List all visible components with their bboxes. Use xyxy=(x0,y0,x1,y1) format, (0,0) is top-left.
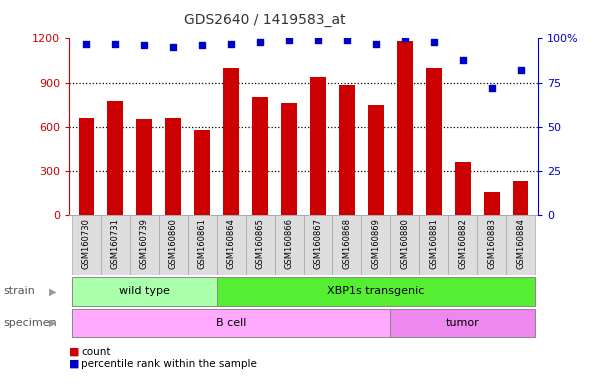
Text: XBP1s transgenic: XBP1s transgenic xyxy=(327,286,424,296)
Text: GSM160869: GSM160869 xyxy=(371,218,380,269)
Point xyxy=(255,39,265,45)
Bar xyxy=(477,215,506,275)
Text: GSM160864: GSM160864 xyxy=(227,218,236,269)
Bar xyxy=(339,85,355,215)
Point xyxy=(168,44,178,50)
Point xyxy=(371,41,380,47)
Text: GSM160881: GSM160881 xyxy=(429,218,438,269)
Bar xyxy=(188,215,217,275)
Bar xyxy=(194,130,210,215)
Text: ▶: ▶ xyxy=(49,318,56,328)
Bar xyxy=(484,192,499,215)
Text: GSM160866: GSM160866 xyxy=(284,218,293,269)
Bar xyxy=(390,215,419,275)
Point xyxy=(82,41,91,47)
Point xyxy=(487,85,496,91)
Bar xyxy=(101,215,130,275)
Bar xyxy=(304,215,332,275)
Text: GSM160731: GSM160731 xyxy=(111,218,120,269)
Bar xyxy=(246,215,275,275)
Bar xyxy=(310,77,326,215)
Bar xyxy=(390,309,535,337)
Bar xyxy=(79,118,94,215)
Text: count: count xyxy=(81,347,111,357)
Text: GSM160730: GSM160730 xyxy=(82,218,91,269)
Bar xyxy=(275,215,304,275)
Text: GSM160882: GSM160882 xyxy=(458,218,467,269)
Text: ■: ■ xyxy=(69,359,79,369)
Text: B cell: B cell xyxy=(216,318,246,328)
Bar xyxy=(455,162,471,215)
Bar xyxy=(361,215,390,275)
Bar xyxy=(72,215,101,275)
Point xyxy=(342,37,352,43)
Bar xyxy=(397,41,413,215)
Bar xyxy=(419,215,448,275)
Point xyxy=(516,67,525,73)
Point xyxy=(458,56,468,63)
Bar xyxy=(159,215,188,275)
Point xyxy=(400,35,410,41)
Bar xyxy=(108,101,123,215)
Point xyxy=(227,41,236,47)
Text: GSM160739: GSM160739 xyxy=(140,218,149,269)
Bar xyxy=(252,97,268,215)
Point xyxy=(197,42,207,48)
Bar xyxy=(448,215,477,275)
Point xyxy=(111,41,120,47)
Point xyxy=(429,39,439,45)
Bar xyxy=(426,68,442,215)
Text: ▶: ▶ xyxy=(49,286,56,296)
Text: GSM160883: GSM160883 xyxy=(487,218,496,269)
Bar xyxy=(506,215,535,275)
Text: strain: strain xyxy=(3,286,35,296)
Bar xyxy=(368,105,384,215)
Bar xyxy=(217,277,535,306)
Text: GSM160860: GSM160860 xyxy=(169,218,178,269)
Text: wild type: wild type xyxy=(119,286,170,296)
Text: GSM160880: GSM160880 xyxy=(400,218,409,269)
Text: tumor: tumor xyxy=(446,318,480,328)
Point xyxy=(284,37,294,43)
Text: GSM160861: GSM160861 xyxy=(198,218,207,269)
Text: GSM160867: GSM160867 xyxy=(314,218,323,269)
Bar xyxy=(217,215,246,275)
Text: ■: ■ xyxy=(69,347,79,357)
Bar xyxy=(72,277,217,306)
Text: GSM160865: GSM160865 xyxy=(255,218,264,269)
Bar xyxy=(223,68,239,215)
Text: specimen: specimen xyxy=(3,318,56,328)
Bar xyxy=(281,103,297,215)
Bar xyxy=(165,118,182,215)
Bar xyxy=(513,181,528,215)
Bar xyxy=(130,215,159,275)
Text: percentile rank within the sample: percentile rank within the sample xyxy=(81,359,257,369)
Bar xyxy=(72,309,390,337)
Text: GDS2640 / 1419583_at: GDS2640 / 1419583_at xyxy=(184,13,345,27)
Point xyxy=(313,37,323,43)
Bar xyxy=(332,215,361,275)
Text: GSM160884: GSM160884 xyxy=(516,218,525,269)
Bar xyxy=(136,119,152,215)
Point xyxy=(139,42,149,48)
Text: GSM160868: GSM160868 xyxy=(343,218,352,269)
